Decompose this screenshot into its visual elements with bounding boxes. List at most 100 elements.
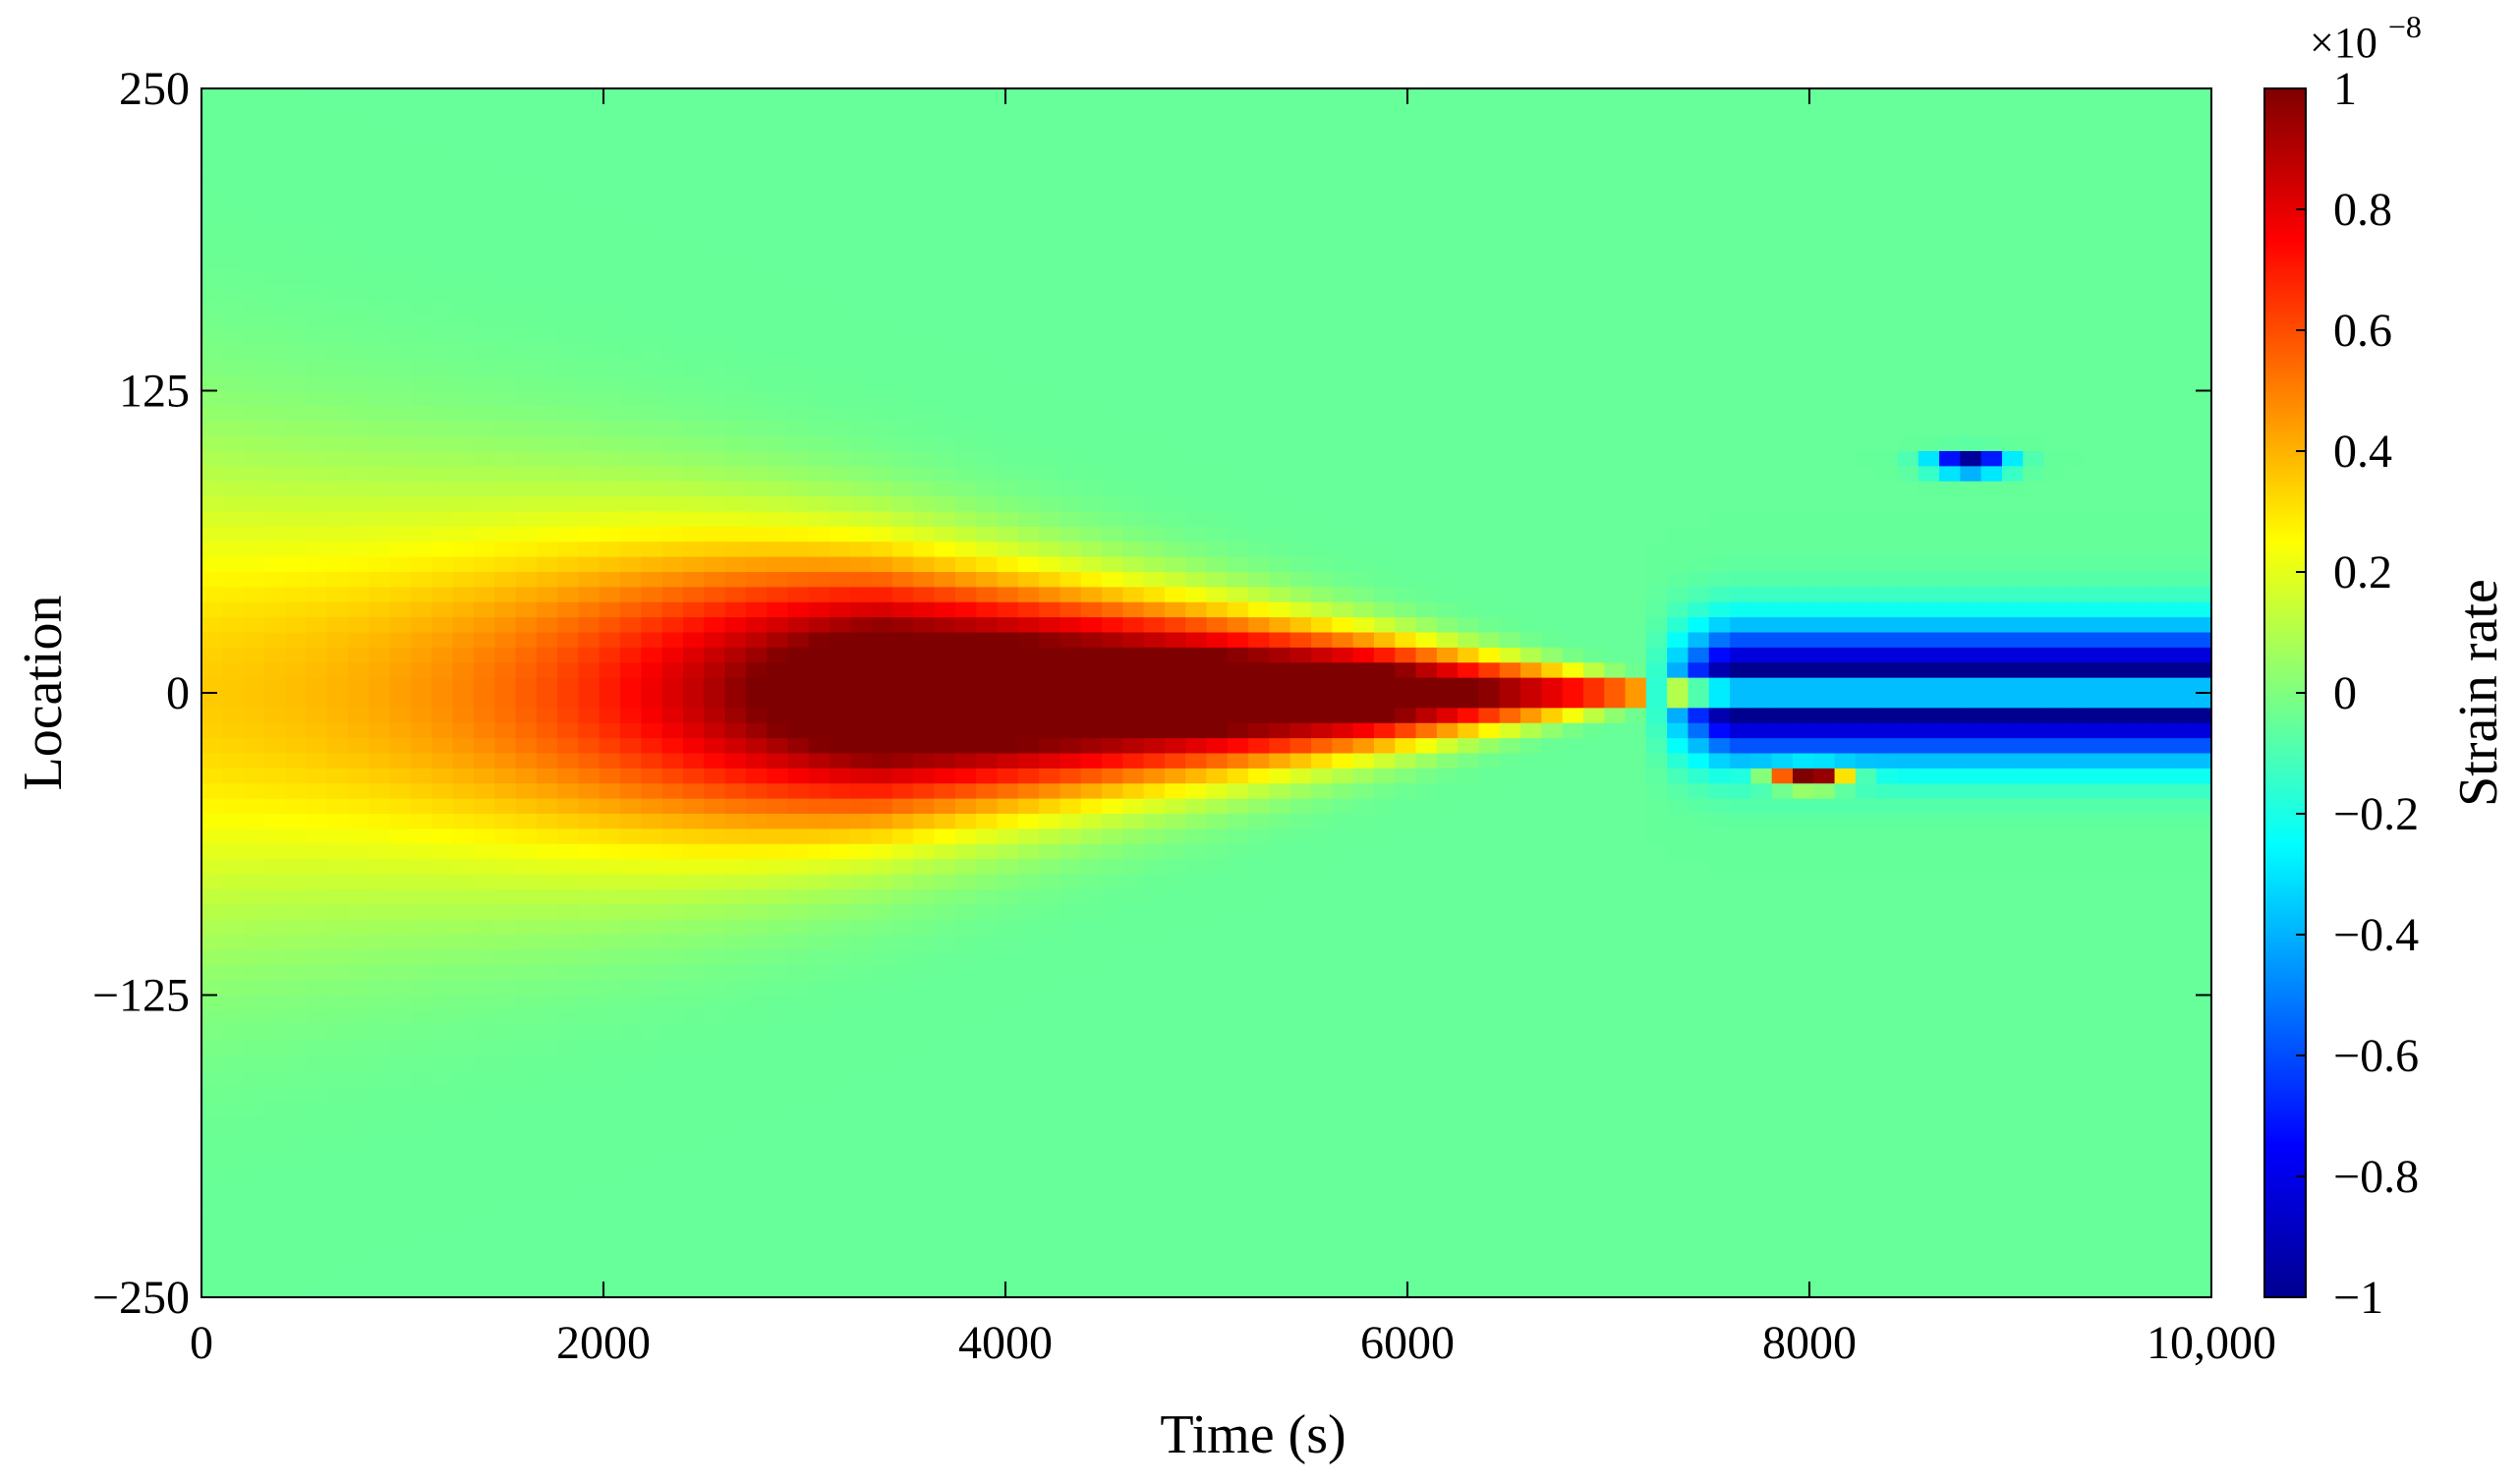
heatmap-cell [1248, 421, 1270, 437]
heatmap-cell [515, 572, 538, 588]
heatmap-cell [1897, 330, 1919, 346]
heatmap-cell [682, 88, 705, 104]
heatmap-cell [201, 375, 223, 392]
heatmap-cell [1206, 843, 1229, 860]
heatmap-cell [1792, 556, 1814, 573]
heatmap-cell [1458, 284, 1480, 301]
heatmap-cell [682, 435, 705, 452]
heatmap-cell [808, 647, 830, 663]
heatmap-cell [1771, 103, 1794, 120]
heatmap-cell [2169, 88, 2192, 104]
heatmap-cell [1395, 542, 1417, 558]
heatmap-cell [1855, 118, 1877, 135]
heatmap-cell [1415, 360, 1438, 376]
heatmap-cell [326, 542, 349, 558]
heatmap-cell [913, 360, 936, 376]
heatmap-cell [306, 587, 328, 603]
heatmap-cell [976, 526, 999, 542]
heatmap-cell [1458, 677, 1480, 694]
heatmap-cell [494, 542, 517, 558]
heatmap-cell [1478, 179, 1501, 196]
heatmap-cell [1708, 481, 1731, 497]
heatmap-cell [1750, 798, 1773, 815]
heatmap-cell [1311, 179, 1333, 196]
heatmap-cell [1645, 814, 1668, 829]
heatmap-cell [891, 466, 914, 483]
heatmap-cell [891, 345, 914, 362]
heatmap-cell [431, 587, 454, 603]
heatmap-cell [1080, 843, 1103, 860]
heatmap-cell [1939, 255, 1961, 271]
heatmap-cell [2064, 843, 2087, 860]
heatmap-cell [2190, 768, 2211, 784]
heatmap-cell [263, 284, 286, 301]
heatmap-cell [369, 360, 391, 376]
heatmap-cell [1039, 255, 1060, 271]
heatmap-cell [871, 88, 893, 104]
heatmap-cell [2148, 693, 2170, 709]
heatmap-cell [808, 239, 830, 256]
heatmap-cell [1143, 209, 1166, 225]
heatmap-cell [326, 330, 349, 346]
heatmap-cell [1667, 587, 1690, 603]
heatmap-cell [389, 435, 412, 452]
heatmap-cell [1039, 481, 1060, 497]
heatmap-cell [1708, 390, 1731, 407]
heatmap-cell [641, 617, 663, 634]
heatmap-cell [787, 194, 810, 210]
heatmap-cell [1562, 148, 1584, 165]
heatmap-cell [285, 375, 308, 392]
heatmap-cell [2106, 572, 2129, 588]
heatmap-cell [222, 451, 245, 467]
heatmap-cell [2023, 284, 2045, 301]
heatmap-cell [2106, 632, 2129, 649]
heatmap-cell [2106, 118, 2129, 135]
heatmap-cell [871, 224, 893, 241]
heatmap-cell [2169, 601, 2192, 618]
heatmap-cell [1122, 798, 1145, 815]
heatmap-cell [2127, 405, 2149, 422]
heatmap-cell [787, 163, 810, 180]
heatmap-cell [2001, 314, 2024, 331]
heatmap-cell [536, 405, 558, 422]
heatmap-cell [452, 814, 475, 829]
heatmap-cell [1582, 88, 1605, 104]
heatmap-cell [1373, 360, 1396, 376]
heatmap-cell [1792, 224, 1814, 241]
heatmap-cell [1897, 194, 1919, 210]
heatmap-cell [1395, 556, 1417, 573]
heatmap-cell [2001, 194, 2024, 210]
heatmap-cell [1101, 360, 1123, 376]
heatmap-cell [997, 662, 1019, 679]
heatmap-cell [1101, 783, 1123, 800]
heatmap-cell [620, 269, 642, 286]
heatmap-cell [599, 496, 621, 513]
heatmap-cell [830, 375, 851, 392]
heatmap-cell [1876, 843, 1899, 860]
heatmap-cell [2064, 828, 2087, 845]
heatmap-cell [1352, 556, 1375, 573]
heatmap-cell [473, 587, 495, 603]
heatmap-cell [431, 390, 454, 407]
heatmap-cell [1625, 103, 1647, 120]
heatmap-cell [1771, 677, 1794, 694]
heatmap-cell [1373, 179, 1396, 196]
heatmap-cell [891, 88, 914, 104]
heatmap-cell [1625, 390, 1647, 407]
heatmap-cell [913, 435, 936, 452]
heatmap-cell [1562, 601, 1584, 618]
heatmap-cell [976, 194, 999, 210]
heatmap-cell [411, 103, 432, 120]
heatmap-cell [1164, 722, 1186, 739]
heatmap-cell [871, 481, 893, 497]
heatmap-cell [578, 526, 601, 542]
heatmap-cell [1582, 783, 1605, 800]
heatmap-cell [1582, 798, 1605, 815]
heatmap-cell [1311, 239, 1333, 256]
heatmap-cell [2127, 360, 2149, 376]
heatmap-cell [1311, 738, 1333, 755]
heatmap-cell [1625, 783, 1647, 800]
heatmap-cell [2064, 179, 2087, 196]
heatmap-cell [1520, 209, 1542, 225]
heatmap-cell [1017, 814, 1040, 829]
